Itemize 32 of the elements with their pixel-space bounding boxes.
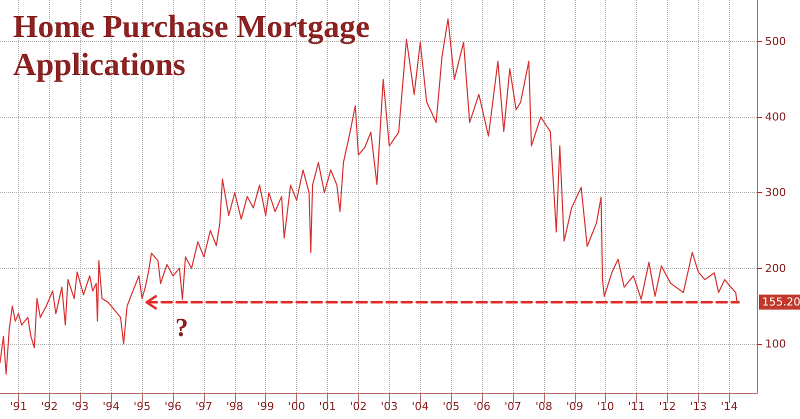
- x-tick-label: '06: [474, 400, 491, 413]
- x-tick-label: '02: [350, 400, 367, 413]
- x-tick-label: '93: [72, 400, 89, 413]
- x-tick-label: '05: [442, 400, 460, 413]
- y-tick-label: 100: [765, 337, 786, 350]
- x-tick-label: '98: [226, 400, 244, 413]
- x-tick-label: '13: [690, 400, 707, 413]
- x-tick-label: '09: [566, 400, 584, 413]
- x-tick-label: '04: [412, 400, 429, 413]
- x-tick-label: '01: [319, 400, 336, 413]
- annotation: 155.20: [762, 296, 800, 309]
- x-tick-label: '14: [720, 400, 738, 413]
- x-tick-label: '92: [40, 400, 58, 413]
- x-tick-label: '95: [134, 400, 151, 413]
- y-tick-label: 300: [765, 186, 786, 200]
- x-tick-label: '00: [288, 400, 306, 413]
- y-tick-label: 500: [765, 35, 786, 48]
- y-tick-label: 400: [765, 110, 786, 124]
- x-tick-label: '99: [257, 400, 274, 413]
- annotation: ?: [175, 312, 188, 342]
- x-tick-label: '07: [504, 400, 522, 413]
- x-tick-label: '03: [380, 400, 398, 413]
- x-tick-label: '10: [597, 400, 614, 413]
- x-tick-label: '12: [658, 400, 676, 413]
- x-tick-label: '96: [164, 400, 182, 413]
- x-tick-label: '97: [195, 400, 212, 413]
- y-tick-label: 200: [765, 262, 786, 275]
- text: Home Purchase Mortgage Applications: [13, 8, 378, 82]
- x-tick-label: '08: [535, 400, 552, 413]
- x-tick-label: '94: [102, 400, 120, 413]
- x-tick-label: '11: [628, 400, 646, 413]
- x-tick-label: '91: [10, 400, 27, 413]
